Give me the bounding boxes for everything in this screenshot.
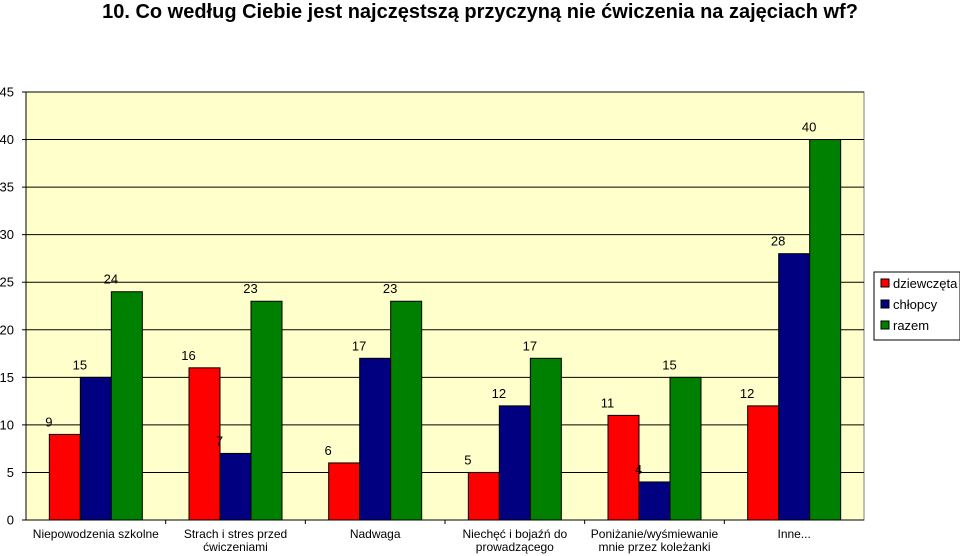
bars: [48, 139, 842, 521]
bar-razem: [669, 376, 702, 521]
data-label: 12: [740, 386, 754, 401]
bar-razem: [529, 357, 562, 521]
bar-razem: [390, 300, 423, 521]
bar-dziewczęta: [747, 405, 780, 521]
bar-dziewczęta: [328, 462, 361, 521]
data-label: 23: [383, 281, 397, 296]
x-category-label: Niepowodzenia szkolne: [33, 527, 159, 541]
bar-razem: [809, 139, 842, 521]
y-tick-label: 25: [0, 275, 14, 290]
bar-dziewczęta: [467, 471, 500, 521]
y-tick-label: 30: [0, 227, 14, 242]
data-label: 4: [635, 462, 642, 477]
legend-label: chłopcy: [893, 297, 938, 312]
y-tick-label: 35: [0, 180, 14, 195]
bar-razem: [250, 300, 283, 521]
data-label: 15: [662, 357, 676, 372]
y-tick-label: 10: [0, 417, 14, 432]
bar-razem: [110, 291, 143, 521]
plot-area: [25, 91, 865, 521]
legend-swatch: [880, 320, 890, 330]
data-label: 6: [325, 443, 332, 458]
chart-title: 10. Co według Ciebie jest najczęstszą pr…: [102, 1, 858, 23]
x-category-label: Poniżanie/wyśmiewanie: [591, 527, 719, 541]
legend-swatch: [880, 278, 890, 288]
x-category-label: mnie przez koleżanki: [598, 540, 710, 554]
data-label: 11: [601, 395, 615, 410]
y-tick-label: 0: [7, 513, 14, 528]
bar-dziewczęta: [188, 367, 221, 521]
y-tick-label: 5: [7, 465, 14, 480]
data-label: 7: [216, 433, 223, 448]
bar-chłopcy: [219, 452, 252, 521]
data-label: 5: [464, 452, 471, 467]
bar-chłopcy: [778, 253, 811, 521]
data-label: 40: [802, 120, 816, 135]
bar-dziewczęta: [607, 414, 640, 521]
bar-chłopcy: [498, 405, 531, 521]
data-label: 15: [73, 357, 87, 372]
data-label: 23: [243, 281, 257, 296]
x-category-label: Niechęć i bojaźń do: [462, 527, 567, 541]
data-label: 24: [104, 272, 118, 287]
legend-swatch: [880, 299, 890, 309]
data-label: 16: [181, 348, 195, 363]
bar-chłopcy: [359, 357, 392, 521]
plot-background: [25, 91, 865, 521]
legend-label: dziewczęta: [893, 276, 958, 291]
x-category-label: Nadwaga: [350, 527, 401, 541]
bar-chłopcy: [638, 481, 671, 521]
data-label: 28: [771, 234, 785, 249]
y-tick-label: 20: [0, 322, 14, 337]
x-category-label: ćwiczeniami: [203, 540, 268, 554]
y-tick-label: 45: [0, 85, 14, 100]
bar-dziewczęta: [48, 433, 81, 521]
bar-chłopcy: [79, 376, 112, 521]
x-category-label: Strach i stres przed: [184, 527, 287, 541]
data-label: 12: [492, 386, 506, 401]
legend: dziewczęta chłopcy razem: [873, 271, 960, 341]
data-labels: 9 15 24 16 7 23 6 17 23 5 12 17 11 4 15 12 28 40: [45, 120, 816, 477]
y-tick-label: 40: [0, 132, 14, 147]
legend-label: razem: [893, 318, 929, 333]
data-label: 9: [45, 414, 52, 429]
y-tick-label: 15: [0, 370, 14, 385]
data-label: 17: [352, 338, 366, 353]
data-label: 17: [523, 338, 537, 353]
x-category-label: prowadzącego: [476, 540, 554, 554]
x-category-label: Inne...: [777, 527, 810, 541]
